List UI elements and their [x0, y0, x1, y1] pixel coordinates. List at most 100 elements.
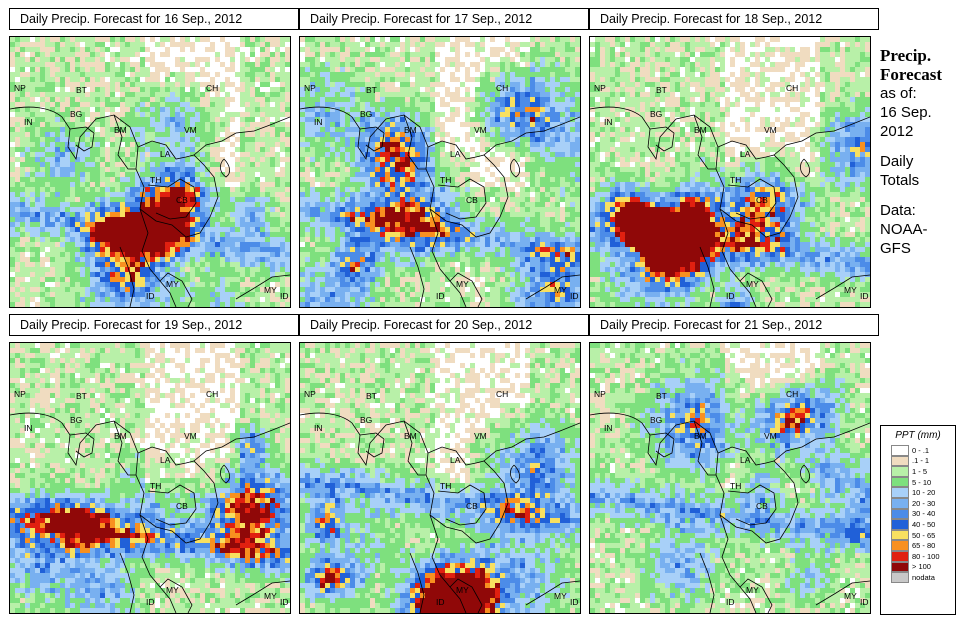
precip-cells: [300, 37, 580, 307]
precip-cells: [10, 37, 290, 307]
country-label: LA: [740, 455, 751, 465]
precip-map: NP BT BG IN BM CH VM LA TH CB MY ID MY ID: [9, 36, 291, 308]
daily-line-1: Daily: [880, 153, 914, 170]
country-label: ID: [570, 597, 579, 607]
legend-label: nodata: [912, 572, 935, 582]
country-label: MY: [844, 285, 857, 295]
country-label: MY: [166, 279, 179, 289]
country-label: CB: [756, 501, 768, 511]
country-label: IN: [24, 117, 33, 127]
precip-field: [10, 343, 290, 613]
legend-swatch: [891, 550, 909, 562]
country-label: CH: [206, 389, 219, 399]
legend-swatch: [891, 529, 909, 541]
precip-field: [590, 343, 870, 613]
country-label: BT: [366, 391, 377, 401]
legend-label: 40 - 50: [912, 519, 936, 529]
country-label: MY: [264, 285, 277, 295]
precip-cells: [300, 343, 580, 613]
country-label: BM: [694, 431, 707, 441]
legend-item: nodata: [891, 572, 955, 583]
country-borders: [590, 106, 870, 307]
country-label: ID: [570, 291, 579, 301]
country-label: IN: [604, 117, 613, 127]
precip-map: NP BT BG IN BM CH VM LA TH CB MY ID MY ID: [589, 342, 871, 614]
precip-field: [10, 37, 290, 307]
precip-map: NP BT BG IN BM CH VM LA TH CB MY ID MY ID: [299, 36, 581, 308]
legend-label: 30 - 40: [912, 509, 936, 519]
precip-map: NP BT BG IN BM CH VM LA TH CB MY ID MY ID: [299, 342, 581, 614]
legend-item: 30 - 40: [891, 508, 955, 520]
data-line-3: GFS: [880, 240, 911, 257]
legend-label: 80 - 100: [912, 551, 940, 561]
legend-item: .1 - 1: [891, 455, 955, 467]
country-label: MY: [456, 279, 469, 289]
country-label: BT: [656, 391, 667, 401]
panel-title: Daily Precip. Forecast for 20 Sep., 2012: [299, 314, 589, 336]
data-line-1: Data:: [880, 202, 916, 219]
country-label: ID: [726, 291, 735, 301]
country-label: CB: [756, 195, 768, 205]
legend-label: 5 - 10: [912, 477, 932, 487]
country-label: VM: [764, 431, 777, 441]
legend-swatch: [891, 455, 909, 467]
country-label: VM: [474, 431, 487, 441]
legend-item: 65 - 80: [891, 540, 955, 551]
as-of-label: as of:: [880, 85, 917, 102]
country-label: CB: [176, 195, 188, 205]
country-label: NP: [14, 83, 26, 93]
country-label: NP: [304, 389, 316, 399]
country-label: BG: [650, 109, 663, 119]
country-borders: [300, 106, 580, 307]
legend-item: 50 - 65: [891, 529, 955, 541]
country-label: NP: [14, 389, 26, 399]
country-label: IN: [604, 423, 613, 433]
forecast-panel-6: Daily Precip. Forecast for 21 Sep., 2012 …: [589, 314, 879, 614]
country-label: CB: [176, 501, 188, 511]
country-label: TH: [150, 481, 162, 491]
forecast-panel-5: Daily Precip. Forecast for 20 Sep., 2012 …: [299, 314, 589, 614]
legend-swatch: [891, 572, 909, 583]
daily-line-2: Totals: [880, 172, 920, 189]
as-of-date-2: 2012: [880, 123, 914, 140]
country-label: CH: [786, 83, 799, 93]
panel-title: Daily Precip. Forecast for 19 Sep., 2012: [9, 314, 299, 336]
forecast-panel-2: Daily Precip. Forecast for 17 Sep., 2012 …: [299, 8, 589, 308]
precip-cells: [10, 343, 290, 613]
country-borders: [10, 106, 290, 307]
country-label: ID: [146, 597, 155, 607]
country-label: ID: [146, 291, 155, 301]
legend-swatch: [891, 487, 909, 498]
legend-swatch: [891, 476, 909, 488]
legend-item: 10 - 20: [891, 487, 955, 498]
country-label: MY: [746, 279, 759, 289]
country-label: BT: [76, 391, 87, 401]
country-label: MY: [746, 585, 759, 595]
legend-label: 65 - 80: [912, 541, 936, 551]
data-line-2: NOAA-: [880, 221, 928, 238]
legend-label: 1 - 5: [912, 466, 928, 476]
as-of-date-1: 16 Sep.: [880, 104, 932, 121]
country-label: LA: [450, 455, 461, 465]
legend-label: .1 - 1: [912, 456, 930, 466]
legend-swatch: [891, 466, 909, 477]
country-label: NP: [594, 389, 606, 399]
country-label: BM: [694, 125, 707, 135]
panel-title: Daily Precip. Forecast for 21 Sep., 2012: [589, 314, 879, 336]
country-label: BT: [366, 85, 377, 95]
heading-line-2: Forecast: [880, 65, 942, 84]
country-label: MY: [844, 591, 857, 601]
country-label: TH: [730, 481, 742, 491]
legend-label: 50 - 65: [912, 530, 936, 540]
precip-cells: [590, 343, 870, 613]
precip-field: [300, 37, 580, 307]
precip-map: NP BT BG IN BM CH VM LA TH CB MY ID MY ID: [589, 36, 871, 308]
country-label: ID: [280, 291, 289, 301]
country-label: IN: [314, 117, 323, 127]
country-label: TH: [730, 175, 742, 185]
country-label: CH: [496, 389, 509, 399]
legend-item: 80 - 100: [891, 550, 955, 562]
country-label: NP: [594, 83, 606, 93]
country-label: VM: [764, 125, 777, 135]
